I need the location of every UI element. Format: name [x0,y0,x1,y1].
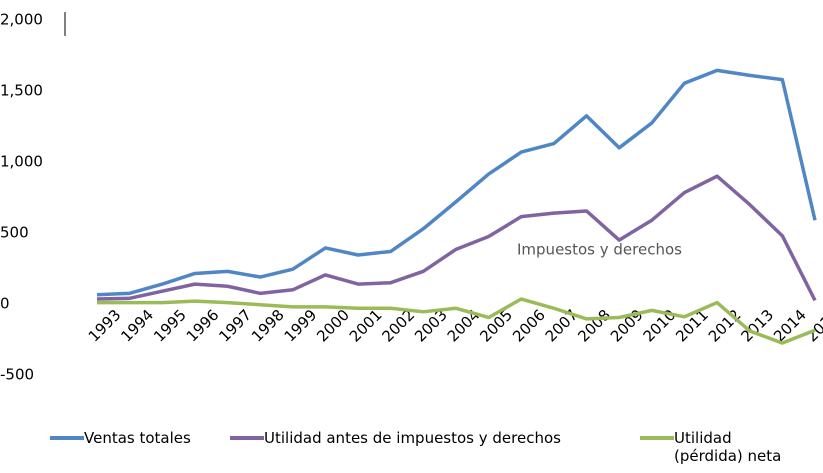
x-tick-label: 2008 [574,306,614,346]
legend-item: Ventas totales [50,429,191,447]
x-tick-label: 2015 [803,306,823,346]
annotation: Impuestos y derechos [517,241,682,259]
y-tick-label: -500 [0,366,34,384]
x-tick-label: 1996 [183,306,223,346]
x-tick-label: 1993 [85,306,125,346]
x-tick-label: 1995 [150,306,190,346]
y-tick-label: 2,000 [0,11,43,29]
y-tick-label: 1,000 [0,153,43,171]
legend-label: Utilidad (pérdida) neta [674,429,782,465]
legend-swatch [640,436,674,440]
y-tick-label: 0 [0,295,10,313]
x-tick-label: 2006 [509,306,549,346]
x-tick-label: 1998 [248,306,288,346]
legend-label: Ventas totales [84,429,191,447]
y-tick-label: 500 [0,224,29,242]
series-line [96,174,817,302]
series-line [96,68,817,297]
x-tick-label: 2000 [313,306,353,346]
x-tick-label: 2012 [705,306,745,346]
legend-swatch [230,436,264,440]
legend-item: Utilidad (pérdida) neta [640,429,790,465]
x-tick-label: 1997 [215,306,255,346]
y-tick-label: 1,500 [0,82,43,100]
x-tick-label: 1999 [281,306,321,346]
x-tick-label: 2001 [346,306,386,346]
series-line [97,297,816,345]
legend-swatch [50,436,84,440]
legend-item: Utilidad antes de impuestos y derechos [230,429,561,447]
x-tick-label: 1994 [117,306,157,346]
legend-label: Utilidad antes de impuestos y derechos [264,429,561,447]
